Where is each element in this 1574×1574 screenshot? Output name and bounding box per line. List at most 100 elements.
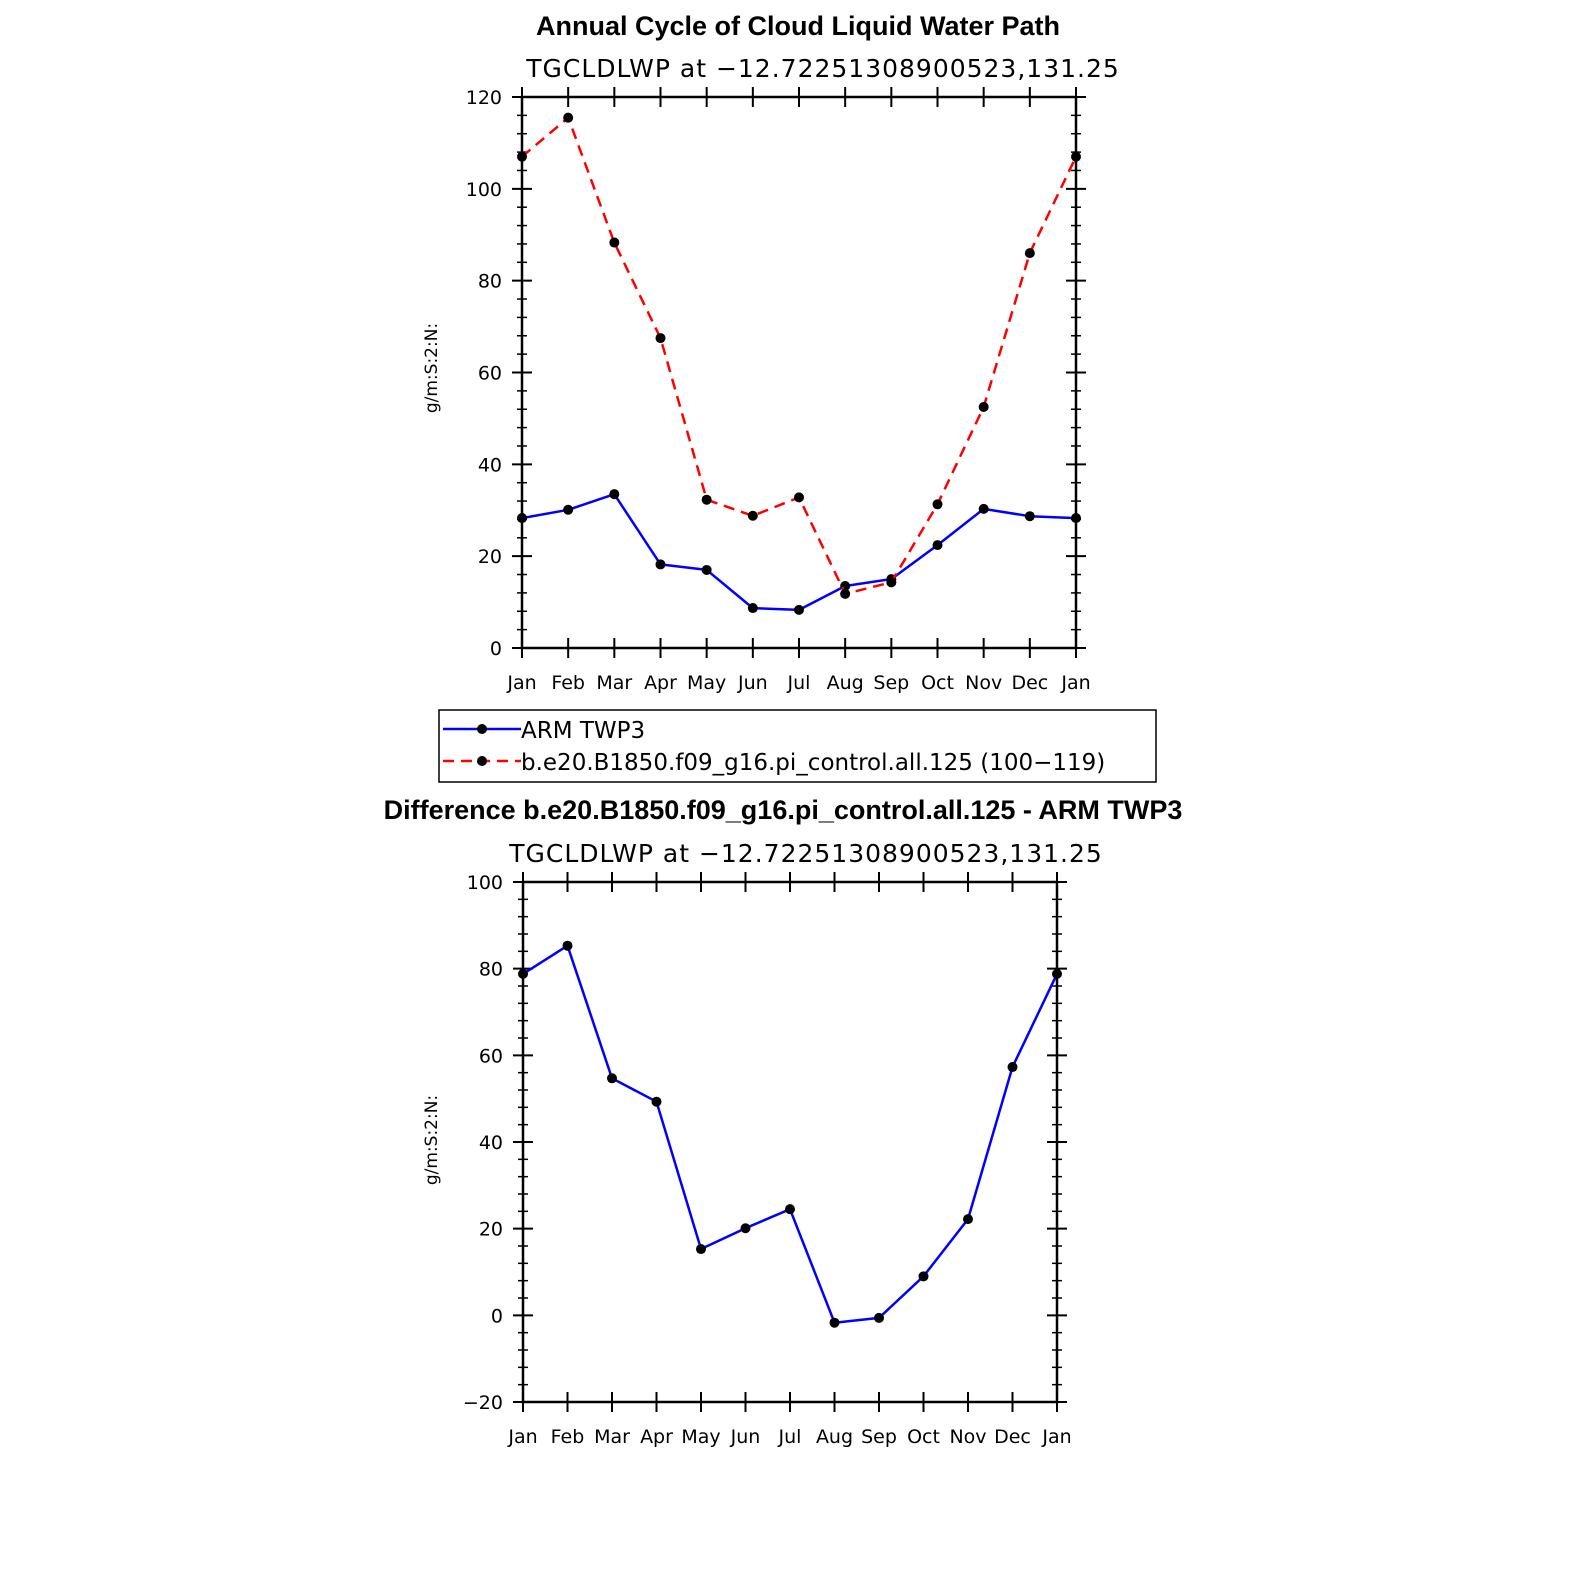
x-tick-label: Nov (949, 1426, 986, 1448)
data-point (518, 968, 528, 979)
x-ticks: Jan Feb Mar Apr May Jun Jul Aug Sep Oct Nov Dec Jan (507, 872, 1072, 1448)
data-point (1071, 513, 1081, 524)
data-point (1024, 511, 1035, 522)
plot-frame (521, 880, 1059, 1404)
chart-title: Annual Cycle of Cloud Liquid Water Path (536, 11, 1060, 41)
x-tick-label: Jan (506, 672, 536, 694)
annual-cycle-chart: Annual Cycle of Cloud Liquid Water Path … (422, 11, 1120, 694)
y-tick-label: 100 (466, 179, 502, 201)
y-tick-label: −20 (463, 1392, 503, 1414)
chart-title: Difference b.e20.B1850.f09_g16.pi_contro… (384, 795, 1183, 825)
x-tick-label: Feb (551, 1426, 585, 1448)
series-line (522, 944, 1059, 1324)
data-point (563, 504, 574, 515)
data-point (1052, 968, 1062, 979)
legend: ARM TWP3 b.e20.B1850.f09_g16.pi_control.… (438, 709, 1157, 783)
data-point (701, 494, 712, 505)
legend-box (438, 709, 1157, 783)
y-tick-label: 60 (479, 1045, 503, 1067)
y-tick-label: 40 (479, 1132, 503, 1154)
legend-label-arm: ARM TWP3 (521, 718, 645, 744)
legend-marker-arm (477, 724, 487, 734)
data-point (517, 513, 527, 524)
data-point (655, 333, 666, 344)
x-tick-label: Aug (827, 672, 864, 694)
y-axis-label: g/m:S:2:N: (422, 323, 442, 413)
y-axis-label: g/m:S:2:N: (422, 1095, 442, 1185)
data-point (747, 603, 758, 614)
x-tick-label: Aug (816, 1426, 853, 1448)
x-tick-label: Feb (551, 672, 585, 694)
legend-marker-model (477, 756, 487, 766)
y-tick-label: 120 (466, 87, 502, 109)
data-point (978, 401, 989, 412)
data-point (609, 489, 620, 500)
y-tick-label: 0 (490, 638, 502, 660)
data-point (1007, 1062, 1018, 1073)
legend-label-model: b.e20.B1850.f09_g16.pi_control.all.125 (… (521, 750, 1105, 776)
x-tick-label: Jan (1041, 1426, 1071, 1448)
y-tick-label: 0 (491, 1305, 503, 1327)
y-tick-label: 100 (467, 872, 503, 894)
x-tick-label: Oct (921, 672, 954, 694)
chart-subtitle: TGCLDLWP at −12.72251308900523,131.25 (525, 54, 1120, 83)
x-tick-label: Jan (1060, 672, 1090, 694)
series-line (521, 116, 1078, 596)
x-tick-label: Jun (737, 672, 768, 694)
x-tick-label: May (681, 1426, 720, 1448)
y-tick-label: 80 (478, 271, 502, 293)
x-tick-label: Dec (1011, 672, 1048, 694)
x-tick-label: Mar (594, 1426, 630, 1448)
data-point (886, 577, 897, 588)
y-ticks: −20 0 20 40 60 80 100 (463, 872, 1067, 1414)
data-point (829, 1317, 840, 1328)
data-point (918, 1271, 929, 1282)
y-tick-label: 20 (479, 1219, 503, 1241)
x-tick-label: Oct (907, 1426, 940, 1448)
x-tick-label: Apr (640, 1426, 673, 1448)
y-tick-label: 20 (478, 546, 502, 568)
x-tick-label: Sep (861, 1426, 897, 1448)
x-tick-label: Jul (778, 1426, 802, 1448)
data-point (840, 588, 851, 599)
plot-border (521, 880, 1059, 1404)
data-point (609, 237, 620, 248)
series-layer (517, 112, 1081, 615)
difference-chart: Difference b.e20.B1850.f09_g16.pi_contro… (384, 795, 1183, 1448)
data-point (696, 1244, 706, 1255)
x-tick-label: Apr (644, 672, 677, 694)
chart-subtitle: TGCLDLWP at −12.72251308900523,131.25 (508, 839, 1103, 868)
data-point (794, 604, 804, 615)
data-point (932, 499, 943, 510)
data-point (874, 1312, 884, 1323)
x-tick-label: Nov (965, 672, 1002, 694)
data-point (740, 1223, 751, 1234)
data-point (563, 112, 574, 123)
x-tick-label: Jan (507, 1426, 537, 1448)
data-point (651, 1096, 662, 1107)
data-point (1024, 248, 1035, 259)
data-point (562, 940, 573, 951)
data-point (747, 510, 758, 521)
data-point (1071, 151, 1081, 162)
data-point (517, 151, 527, 162)
x-tick-label: Jun (730, 1426, 761, 1448)
data-point (701, 564, 712, 575)
data-point (963, 1214, 973, 1225)
x-tick-label: Dec (994, 1426, 1031, 1448)
data-point (655, 559, 666, 570)
x-tick-label: Jul (787, 672, 811, 694)
x-ticks: Jan Feb Mar Apr May Jun Jul Aug Sep Oct Nov Dec Jan (506, 87, 1091, 694)
data-point (794, 492, 804, 503)
series-line (521, 492, 1077, 612)
y-ticks: 0 20 40 60 80 100 120 (466, 87, 1086, 660)
data-point (607, 1073, 617, 1084)
data-point (932, 540, 943, 551)
y-tick-label: 60 (478, 363, 502, 385)
x-tick-label: May (687, 672, 726, 694)
data-point (785, 1204, 795, 1215)
y-tick-label: 40 (478, 454, 502, 476)
series-layer (518, 940, 1062, 1328)
x-tick-label: Sep (873, 672, 909, 694)
